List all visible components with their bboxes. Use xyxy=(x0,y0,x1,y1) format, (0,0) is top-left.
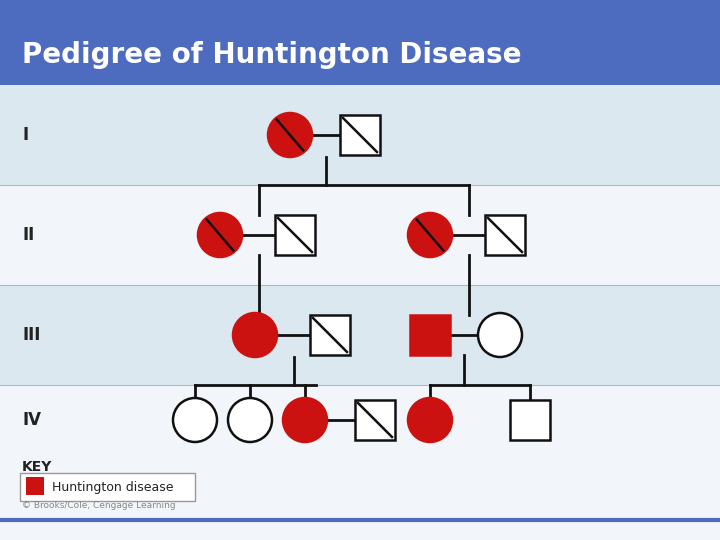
Text: Pedigree of Huntington Disease: Pedigree of Huntington Disease xyxy=(22,41,521,69)
Text: I: I xyxy=(22,126,28,144)
Text: III: III xyxy=(22,326,40,344)
Bar xyxy=(0,0,720,85)
Bar xyxy=(0,285,720,385)
Bar xyxy=(26,477,44,495)
Bar xyxy=(485,215,525,255)
Bar xyxy=(0,385,720,455)
Text: © Brooks/Cole, Cengage Learning: © Brooks/Cole, Cengage Learning xyxy=(22,502,176,510)
Bar xyxy=(340,115,380,155)
Ellipse shape xyxy=(283,398,327,442)
Ellipse shape xyxy=(408,213,452,257)
Text: KEY: KEY xyxy=(22,460,53,474)
Ellipse shape xyxy=(268,113,312,157)
Text: IV: IV xyxy=(22,411,41,429)
Text: Huntington disease: Huntington disease xyxy=(52,481,174,494)
Bar xyxy=(355,400,395,440)
Bar xyxy=(0,185,720,285)
Ellipse shape xyxy=(478,313,522,357)
Ellipse shape xyxy=(228,398,272,442)
Bar xyxy=(410,315,450,355)
Ellipse shape xyxy=(233,313,277,357)
Bar xyxy=(310,315,350,355)
Ellipse shape xyxy=(173,398,217,442)
Ellipse shape xyxy=(198,213,242,257)
Bar xyxy=(20,473,195,501)
Text: II: II xyxy=(22,226,35,244)
Bar xyxy=(275,215,315,255)
Bar xyxy=(510,400,550,440)
Ellipse shape xyxy=(408,398,452,442)
Bar xyxy=(0,85,720,185)
